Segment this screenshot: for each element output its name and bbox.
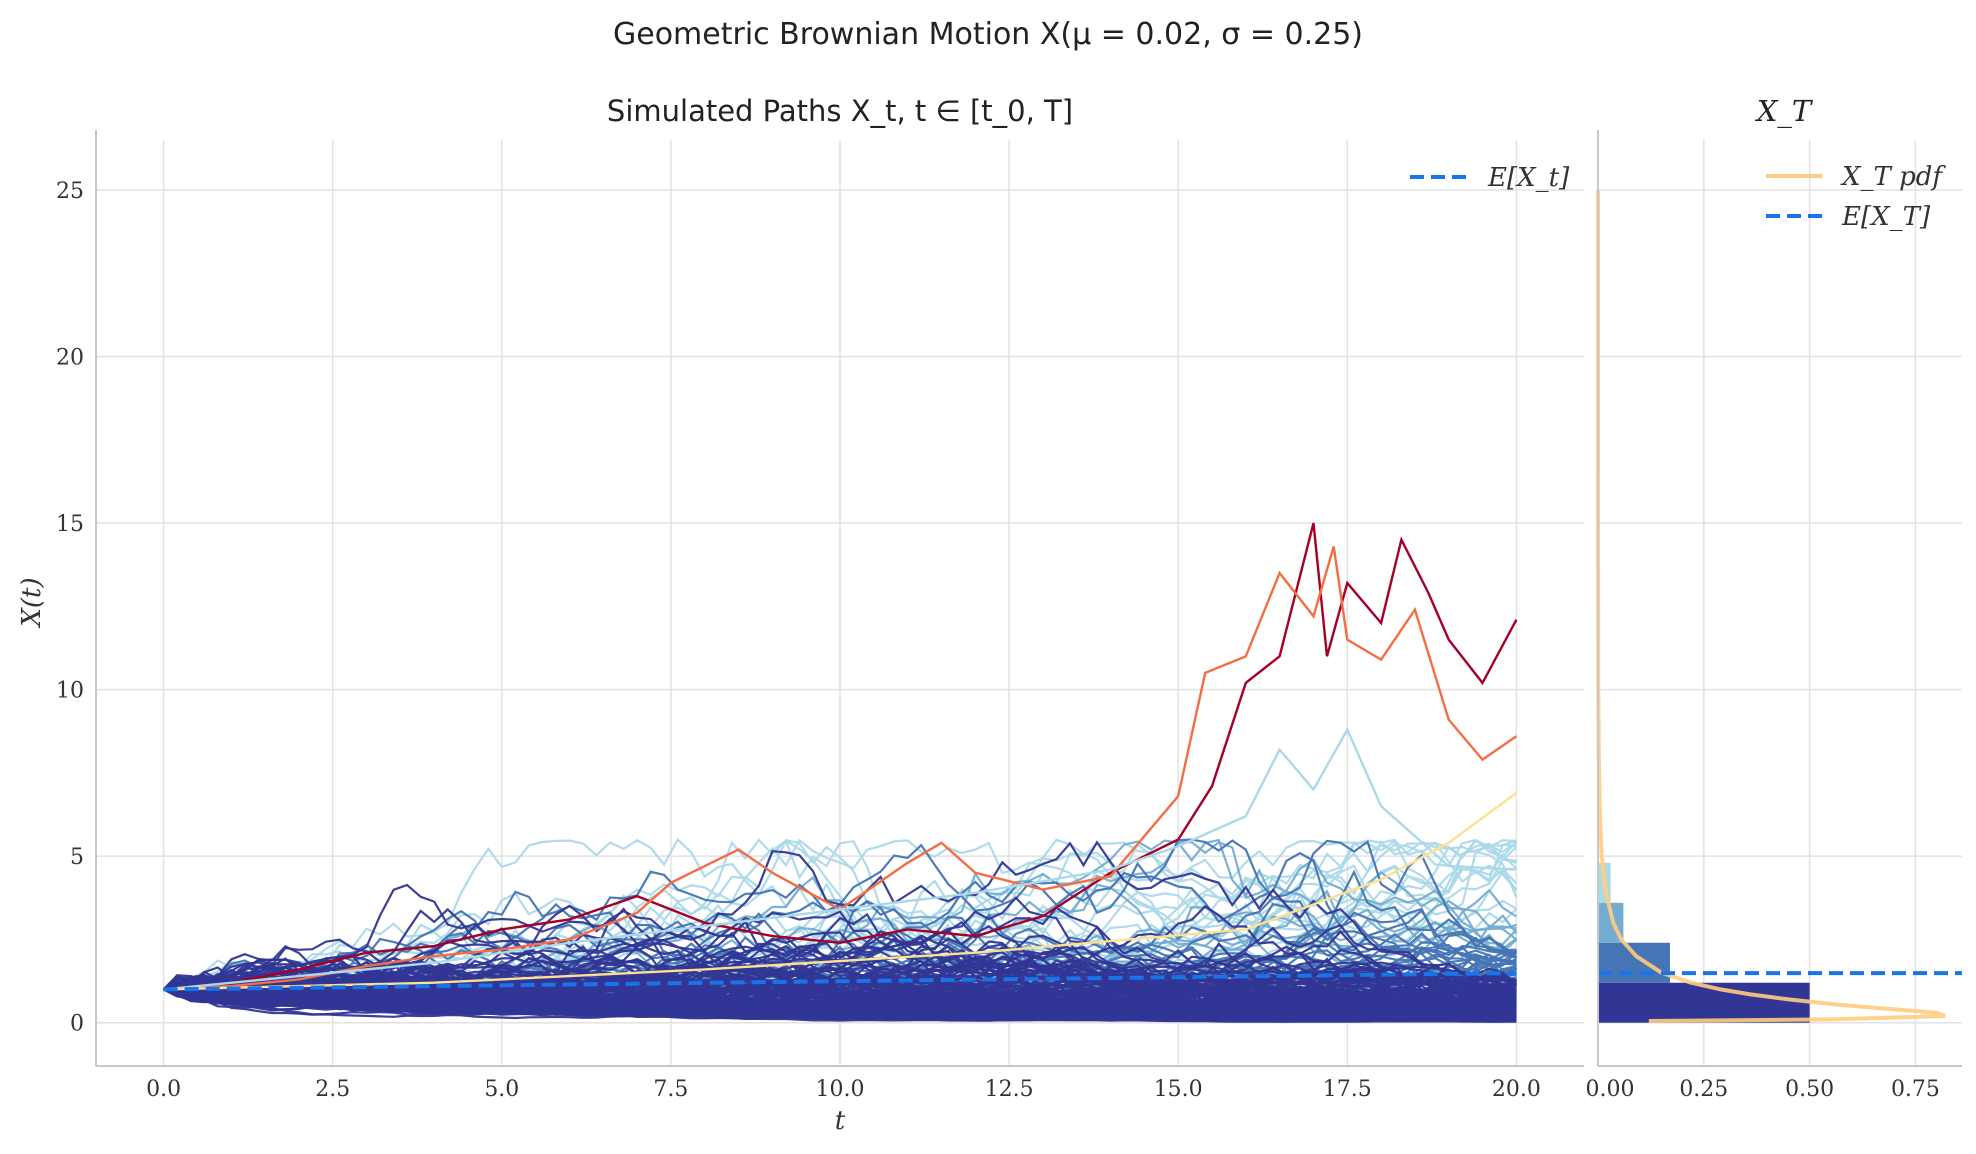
paths-plot-area [162, 522, 1518, 1023]
histogram-bars [1598, 622, 1810, 1023]
x-tick-label: 2.5 [315, 1077, 350, 1102]
y-tick-label: 5 [70, 845, 84, 870]
highlighted-path [163, 726, 1517, 991]
x-tick-label: 7.5 [653, 1077, 688, 1102]
legend-pdf-label: X_T pdf [1840, 162, 1946, 192]
histogram-x-tick-label: 0.00 [1586, 1077, 1635, 1102]
x-tick-label: 12.5 [985, 1077, 1034, 1102]
histogram-legend: X_T pdf E[X_T] [1766, 162, 1946, 232]
histogram-panel: 0.00 0.25 0.50 0.75 X_T pdf E[X_T] [1586, 130, 1962, 1102]
legend-expectation-label: E[X_t] [1487, 163, 1570, 193]
paths-spines [95, 130, 1584, 1067]
paths-panel: 0.0 2.5 5.0 7.5 10.0 12.5 15.0 17.5 20.0 0 5 10 15 2… [56, 130, 1584, 1102]
y-tick-label: 10 [56, 679, 84, 704]
simulated-path [163, 986, 1517, 1023]
pdf-curve [1596, 190, 1946, 1023]
y-tick-label: 20 [56, 346, 84, 371]
histogram-x-tick-label: 0.75 [1891, 1077, 1940, 1102]
x-tick-label: 15.0 [1154, 1077, 1203, 1102]
histogram-x-ticks: 0.00 0.25 0.50 0.75 [1586, 1077, 1940, 1102]
y-axis-label: X(t) [17, 577, 47, 628]
y-tick-label: 0 [70, 1012, 84, 1037]
x-tick-label: 10.0 [816, 1077, 865, 1102]
highlighted-paths [163, 522, 1518, 991]
histogram-panel-title: X_T [1755, 94, 1814, 129]
paths-x-ticks: 0.0 2.5 5.0 7.5 10.0 12.5 15.0 17.5 20.0 [146, 1077, 1541, 1102]
x-tick-label: 0.0 [146, 1077, 181, 1102]
histogram-x-tick-label: 0.50 [1785, 1077, 1834, 1102]
highlighted-path [163, 522, 1518, 991]
x-tick-label: 17.5 [1323, 1077, 1372, 1102]
y-tick-label: 15 [56, 512, 84, 537]
expectation-line [163, 971, 1517, 992]
paths-grid [96, 140, 1584, 1066]
highlighted-path [163, 546, 1518, 991]
figure-suptitle: Geometric Brownian Motion X(μ = 0.02, σ … [613, 17, 1363, 52]
histogram-x-tick-label: 0.25 [1679, 1077, 1728, 1102]
legend-expectation-label-2: E[X_T] [1841, 202, 1931, 232]
x-axis-label: t [835, 1106, 846, 1136]
paths-panel-title: Simulated Paths X_t, t ∈ [t_0, T] [607, 94, 1073, 128]
y-tick-label: 25 [56, 179, 84, 204]
x-tick-label: 5.0 [484, 1077, 519, 1102]
x-tick-label: 20.0 [1492, 1077, 1541, 1102]
paths-legend: E[X_t] [1410, 163, 1570, 193]
simulated-path [163, 937, 1517, 991]
paths-y-ticks: 0 5 10 15 20 25 [56, 179, 84, 1037]
histogram-spines [1597, 130, 1962, 1067]
histogram-bar [1598, 942, 1670, 983]
highlighted-path [163, 791, 1518, 991]
simulated-path [163, 985, 1517, 1023]
histogram-bar [1598, 982, 1810, 1023]
histogram-grid [1597, 140, 1962, 1066]
